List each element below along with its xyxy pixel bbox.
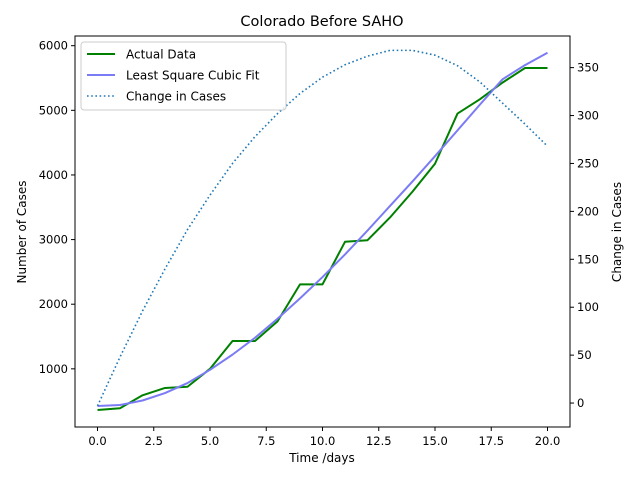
y-left-tick-label: 4000	[39, 168, 68, 182]
y-left-tick-label: 1000	[39, 362, 68, 376]
y-axis-right-label: Change in Cases	[610, 182, 624, 282]
x-tick-label: 5.0	[201, 434, 219, 448]
x-axis: 0.0 2.5 5.0 7.5 10.0 12.5 15.0 17.5 20.0	[88, 427, 560, 448]
x-tick-label: 12.5	[366, 434, 392, 448]
legend-box	[80, 41, 287, 111]
legend-label-actual: Actual Data	[126, 48, 196, 62]
y-right-tick-label: 100	[577, 300, 599, 314]
y-axis-left-label: Number of Cases	[15, 180, 29, 283]
y-right-tick-label: 300	[577, 109, 599, 123]
series-layer	[96, 49, 549, 411]
y-right-tick-label: 200	[577, 204, 599, 218]
y-left-tick-label: 5000	[39, 103, 68, 117]
series-line-2	[96, 49, 549, 407]
y-axis-right: 0 50 100 150 200 250 300 350	[570, 61, 599, 410]
x-axis-label: Time /days	[288, 451, 355, 465]
x-tick-label: 0.0	[88, 434, 106, 448]
y-right-tick-label: 350	[577, 61, 599, 75]
legend-label-fit: Least Square Cubic Fit	[126, 69, 260, 83]
x-tick-label: 10.0	[310, 434, 336, 448]
series-line-0	[97, 66, 548, 411]
series-line-1	[97, 51, 548, 407]
x-tick-label: 2.5	[145, 434, 163, 448]
x-tick-label: 17.5	[478, 434, 504, 448]
y-left-tick-label: 2000	[39, 297, 68, 311]
legend-label-change: Change in Cases	[126, 90, 226, 104]
y-right-tick-label: 150	[577, 252, 599, 266]
y-left-tick-label: 3000	[39, 233, 68, 247]
x-tick-label: 15.0	[422, 434, 448, 448]
legend: Actual Data Least Square Cubic Fit Chang…	[80, 41, 287, 111]
y-right-tick-label: 250	[577, 156, 599, 170]
y-left-tick-label: 6000	[39, 39, 68, 53]
x-tick-label: 20.0	[535, 434, 561, 448]
x-tick-label: 7.5	[257, 434, 275, 448]
chart-title: Colorado Before SAHO	[240, 14, 403, 30]
y-right-tick-label: 50	[577, 348, 592, 362]
y-axis-left: 1000 2000 3000 4000 5000 6000	[39, 39, 75, 376]
y-right-tick-label: 0	[577, 396, 584, 410]
